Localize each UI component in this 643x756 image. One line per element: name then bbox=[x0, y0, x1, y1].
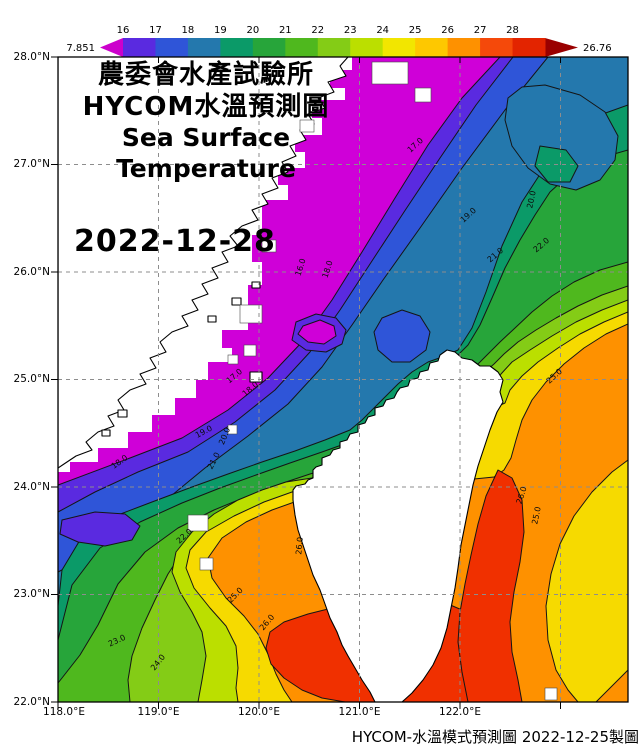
coastal-islet bbox=[207, 315, 217, 323]
map-title: 農委會水產試驗所 HYCOM水溫預測圖 Sea Surface Temperat… bbox=[66, 60, 346, 184]
colorbar: 16 17 18 19 20 21 22 23 24 25 26 27 28 7.851 26.76 bbox=[66, 25, 612, 57]
taiwan-island bbox=[292, 349, 504, 702]
colorbar-max-label: 26.76 bbox=[583, 43, 612, 54]
colorbar-segment bbox=[187, 38, 221, 57]
blue-pocket-north-of-taiwan bbox=[373, 309, 431, 363]
data-void-cell bbox=[414, 87, 432, 103]
colorbar-segment bbox=[155, 38, 189, 57]
colorbar-arrow-right bbox=[545, 38, 578, 57]
lat-label: 26.0°N bbox=[13, 265, 50, 278]
colorbar-tick-label: 17 bbox=[149, 25, 162, 36]
colorbar-segment bbox=[382, 38, 416, 57]
contour-label: 25.0 bbox=[530, 506, 543, 525]
colorbar-segment bbox=[220, 38, 254, 57]
coastal-islet bbox=[101, 429, 111, 437]
lon-label: 119.0°E bbox=[137, 706, 180, 718]
issue-caption: HYCOM-水溫模式預測圖 2022-12-25製圖 bbox=[351, 728, 639, 746]
forecast-date: 2022-12-28 bbox=[74, 224, 276, 259]
data-void-cell bbox=[261, 239, 277, 253]
lat-label: 25.0°N bbox=[13, 373, 50, 385]
lon-label: 120.0°E bbox=[238, 706, 280, 718]
sea-temperature-field bbox=[58, 57, 628, 702]
lon-label: 122.0°E bbox=[439, 706, 481, 718]
lat-label: 22.0°N bbox=[13, 695, 50, 708]
band-24-25-far-east bbox=[545, 459, 628, 702]
data-void-cell-penghu bbox=[187, 514, 209, 532]
colorbar-tick-label: 28 bbox=[506, 25, 519, 36]
colorbar-tick-label: 25 bbox=[409, 25, 422, 36]
colorbar-tick-label: 23 bbox=[344, 25, 357, 36]
colorbar-tick-label: 19 bbox=[214, 25, 227, 36]
graticule bbox=[58, 57, 628, 702]
coastal-islet bbox=[249, 371, 263, 383]
colorbar-segment bbox=[285, 38, 319, 57]
lat-label: 24.0°N bbox=[13, 480, 50, 493]
data-void-cell bbox=[299, 119, 315, 133]
colorbar-tick-label: 18 bbox=[182, 25, 195, 36]
colorbar-tick-label: 24 bbox=[376, 25, 389, 36]
data-void-cell bbox=[544, 687, 558, 701]
axis-ticks bbox=[51, 56, 561, 709]
lat-label: 27.0°N bbox=[13, 158, 50, 170]
cold-eddy-northeast bbox=[504, 84, 619, 191]
band-above-26-east-coast bbox=[457, 469, 525, 702]
colorbar-tick-label: 27 bbox=[474, 25, 487, 36]
coastal-islet bbox=[251, 281, 261, 289]
coastal-islet bbox=[117, 409, 128, 418]
title-line-cjk-1: 農委會水產試驗所 bbox=[97, 60, 314, 90]
colorbar-tick-label: 16 bbox=[117, 25, 130, 36]
map-plot: 16.0 18.017.018.017.019.020.021.022.018.0… bbox=[51, 56, 629, 709]
colorbar-segment bbox=[447, 38, 481, 57]
colorbar-segment bbox=[415, 38, 449, 57]
colorbar-segment bbox=[350, 38, 384, 57]
colorbar-segment bbox=[480, 38, 514, 57]
lon-label: 121.0°E bbox=[338, 706, 381, 718]
colorbar-min-label: 7.851 bbox=[66, 43, 95, 54]
magenta-pocket-mid-strait bbox=[297, 319, 337, 345]
data-void-cell bbox=[227, 424, 238, 435]
violet-loop-west-edge bbox=[59, 511, 141, 547]
data-void-cell bbox=[243, 344, 257, 357]
data-void-cell bbox=[371, 61, 409, 85]
colorbar-tick-label: 22 bbox=[311, 25, 324, 36]
coastal-islet bbox=[231, 297, 242, 306]
lat-label: 23.0°N bbox=[13, 588, 50, 600]
lon-label: 118.0°E bbox=[43, 706, 85, 718]
contour-label: 20.0 bbox=[525, 190, 538, 209]
colorbar-segment bbox=[317, 38, 351, 57]
data-void-cell-penghu bbox=[199, 557, 214, 571]
title-line-cjk-2: HYCOM水溫預測圖 bbox=[82, 91, 330, 122]
contour-label: 26.0 bbox=[294, 537, 305, 556]
colorbar-segment bbox=[252, 38, 286, 57]
colorbar-tick-label: 26 bbox=[441, 25, 454, 36]
data-void-cell bbox=[239, 304, 263, 324]
title-line-eng-1: Sea Surface bbox=[121, 123, 291, 153]
data-void-cell bbox=[227, 354, 239, 365]
colorbar-segment bbox=[512, 38, 546, 57]
lat-label: 28.0°N bbox=[13, 50, 50, 63]
colorbar-arrow-left bbox=[100, 38, 123, 57]
band-25-26-southeast-corner bbox=[595, 669, 628, 702]
colorbar-tick-label: 21 bbox=[279, 25, 292, 36]
title-line-eng-2: Temperature bbox=[116, 153, 296, 183]
colorbar-tick-label: 20 bbox=[246, 25, 259, 36]
colorbar-segment bbox=[123, 38, 156, 57]
